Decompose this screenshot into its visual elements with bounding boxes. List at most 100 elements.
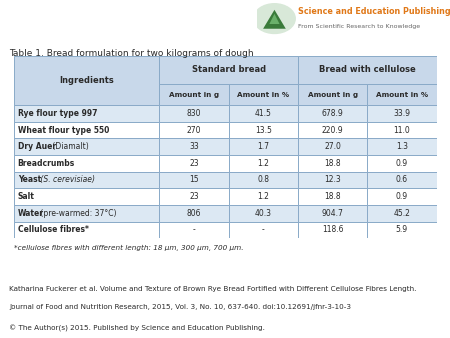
Bar: [298, 155, 367, 172]
Text: 18.8: 18.8: [324, 192, 341, 201]
Bar: [229, 172, 298, 188]
Bar: [298, 138, 367, 155]
Text: From Scientific Research to Knowledge: From Scientific Research to Knowledge: [298, 24, 420, 28]
Text: 118.6: 118.6: [322, 225, 343, 235]
Bar: [367, 122, 436, 138]
Bar: [229, 122, 298, 138]
Text: Amount in g: Amount in g: [169, 92, 219, 98]
Bar: [14, 222, 159, 238]
Text: 904.7: 904.7: [322, 209, 343, 218]
Bar: [14, 172, 159, 188]
Bar: [229, 84, 298, 105]
Bar: [159, 56, 298, 84]
Text: Cellulose fibres*: Cellulose fibres*: [18, 225, 89, 235]
Bar: [14, 188, 159, 205]
Text: Standard bread: Standard bread: [192, 66, 266, 74]
Text: Dry Auer: Dry Auer: [18, 142, 56, 151]
Text: 1.3: 1.3: [396, 142, 408, 151]
Bar: [229, 188, 298, 205]
Text: Amount in %: Amount in %: [376, 92, 428, 98]
Text: 12.3: 12.3: [324, 175, 341, 185]
Text: 40.3: 40.3: [255, 209, 272, 218]
Text: 220.9: 220.9: [322, 125, 343, 135]
Bar: [159, 172, 229, 188]
Bar: [229, 155, 298, 172]
Bar: [229, 138, 298, 155]
Bar: [14, 105, 159, 122]
Text: 1.7: 1.7: [257, 142, 270, 151]
Text: Wheat flour type 550: Wheat flour type 550: [18, 125, 109, 135]
Text: -: -: [193, 225, 195, 235]
Text: 830: 830: [187, 109, 201, 118]
Text: (pre-warmed: 37°C): (pre-warmed: 37°C): [38, 209, 116, 218]
Text: *cellulose fibres with different length: 18 μm, 300 μm, 700 μm.: *cellulose fibres with different length:…: [14, 245, 243, 251]
Bar: [14, 138, 159, 155]
Text: 806: 806: [187, 209, 201, 218]
Text: 13.5: 13.5: [255, 125, 272, 135]
Bar: [159, 222, 229, 238]
Text: -: -: [262, 225, 265, 235]
Bar: [159, 205, 229, 222]
Text: Bread with cellulose: Bread with cellulose: [319, 66, 416, 74]
Text: 5.9: 5.9: [396, 225, 408, 235]
Bar: [367, 155, 436, 172]
Text: Amount in %: Amount in %: [237, 92, 289, 98]
Polygon shape: [263, 10, 286, 29]
Text: 0.6: 0.6: [396, 175, 408, 185]
Bar: [14, 122, 159, 138]
Text: 33: 33: [189, 142, 199, 151]
Text: 270: 270: [187, 125, 201, 135]
Bar: [159, 122, 229, 138]
Bar: [14, 56, 159, 105]
Bar: [14, 205, 159, 222]
Text: Amount in g: Amount in g: [307, 92, 358, 98]
Text: 11.0: 11.0: [393, 125, 410, 135]
Text: Breadcrumbs: Breadcrumbs: [18, 159, 75, 168]
Text: Science and Education Publishing: Science and Education Publishing: [298, 7, 450, 16]
Text: 0.8: 0.8: [257, 175, 270, 185]
Bar: [159, 188, 229, 205]
Bar: [159, 155, 229, 172]
Text: 15: 15: [189, 175, 199, 185]
Bar: [367, 222, 436, 238]
Bar: [159, 138, 229, 155]
Bar: [367, 188, 436, 205]
Bar: [298, 188, 367, 205]
Text: 1.2: 1.2: [257, 159, 269, 168]
Bar: [298, 84, 367, 105]
Circle shape: [254, 4, 295, 33]
Bar: [367, 138, 436, 155]
Bar: [367, 205, 436, 222]
Text: 45.2: 45.2: [393, 209, 410, 218]
Text: 1.2: 1.2: [257, 192, 269, 201]
Bar: [159, 84, 229, 105]
Text: Water: Water: [18, 209, 44, 218]
Text: 33.9: 33.9: [393, 109, 410, 118]
Bar: [367, 105, 436, 122]
Text: Salt: Salt: [18, 192, 35, 201]
Bar: [367, 84, 436, 105]
Bar: [14, 155, 159, 172]
Text: 0.9: 0.9: [396, 192, 408, 201]
Text: 23: 23: [189, 159, 199, 168]
Bar: [298, 172, 367, 188]
Text: Journal of Food and Nutrition Research, 2015, Vol. 3, No. 10, 637-640. doi:10.12: Journal of Food and Nutrition Research, …: [9, 304, 351, 310]
Polygon shape: [270, 14, 279, 24]
Bar: [229, 222, 298, 238]
Bar: [159, 105, 229, 122]
Bar: [229, 105, 298, 122]
Bar: [229, 205, 298, 222]
Bar: [298, 205, 367, 222]
Text: (Diamalt): (Diamalt): [50, 142, 88, 151]
Text: Rye flour type 997: Rye flour type 997: [18, 109, 97, 118]
Bar: [298, 122, 367, 138]
Text: (S. cerevisiae): (S. cerevisiae): [38, 175, 94, 185]
Bar: [298, 105, 367, 122]
Text: Table 1. Bread formulation for two kilograms of dough: Table 1. Bread formulation for two kilog…: [9, 49, 254, 58]
Text: 27.0: 27.0: [324, 142, 341, 151]
Bar: [367, 172, 436, 188]
Text: Katharina Fuckerer et al. Volume and Texture of Brown Rye Bread Fortified with D: Katharina Fuckerer et al. Volume and Tex…: [9, 286, 416, 292]
Text: Ingredients: Ingredients: [59, 76, 114, 85]
Bar: [298, 56, 436, 84]
Bar: [298, 222, 367, 238]
